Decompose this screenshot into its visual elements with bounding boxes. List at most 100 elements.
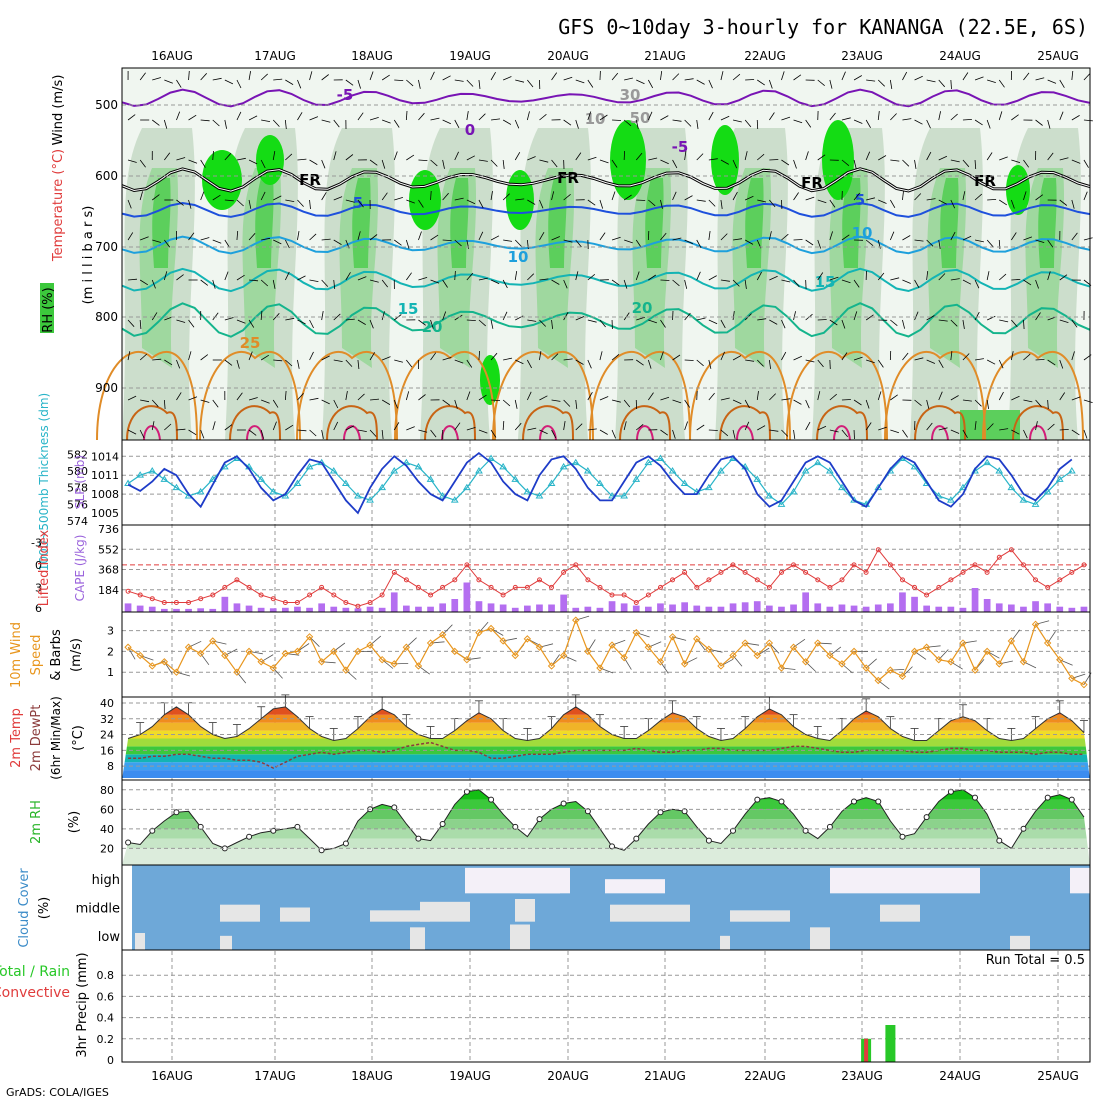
wind-barb [418,319,426,326]
wind-barb [793,399,802,405]
wind-speed-point [741,639,749,647]
top-date-label: 24AUG [939,49,981,63]
wind-barb [260,310,263,321]
rh-point [609,843,615,850]
slp-tick: 1014 [91,450,119,463]
contour-35 [143,425,161,441]
wind-barb [333,399,339,409]
li-point [1081,562,1087,568]
wind-barb [732,355,742,361]
wind-barb [829,429,839,433]
wind-barb [127,199,132,209]
wind-barb [478,113,486,121]
li-point [706,577,712,583]
wind-barb [720,233,728,241]
thickness-point [644,458,653,466]
rh-shade [548,178,567,268]
rh-band [122,819,1090,829]
wind-speed-point [245,647,253,656]
wind-barb [248,233,256,241]
pressure-tick: 600 [95,169,118,183]
wind-barb [986,239,994,248]
wind-barb [1083,237,1093,241]
wind-barb [950,395,959,401]
contour-label: 20 [422,318,443,336]
wind-barb [527,156,536,161]
wind-barb [164,79,173,84]
wind-barb [1059,392,1066,401]
wind-barb [188,199,192,209]
wind-barb [672,73,680,81]
contour-30 [719,405,771,441]
wind-barb [853,159,857,169]
wind-barb [950,79,952,90]
wind-barb [393,399,398,409]
wind-barb [660,199,663,209]
wind-speed-point [729,651,737,660]
wind-barb [684,399,691,408]
rh-point [125,839,132,846]
wind-barb [866,359,875,364]
cape-bar [366,606,374,612]
wind-barb [660,279,670,281]
li-point [452,577,458,583]
wind-barb [357,429,367,432]
rh-point [463,788,470,795]
wind-barb [188,232,195,241]
cape-bar [705,606,713,612]
rh-point [633,835,640,842]
wind-speed-point [874,676,882,685]
cape-bar [753,601,761,612]
cape-bar [911,596,918,612]
wind-barb [321,355,330,361]
li-point [222,584,228,590]
wind-barb [744,421,750,431]
cape-bar [475,601,483,612]
contour-30 [1012,405,1064,441]
wind-speed-point [342,666,350,674]
contour-label: 50 [630,109,651,127]
wind-barb [212,239,222,244]
wind-barb [902,191,904,201]
wind-barb [1059,79,1065,88]
wind-barb [672,399,682,404]
wind-barb [551,191,555,201]
wind-barb [853,399,862,406]
top-date-label: 18AUG [351,49,393,63]
wind-barb [987,79,996,83]
rh-shade [940,178,959,268]
wind-barb [914,119,923,125]
thickness-point [789,487,798,495]
li-point [210,592,216,598]
cloud-patch [135,933,145,950]
wind-barb [490,71,496,81]
wind-barb [587,319,597,323]
cape-bar [451,599,459,612]
cape-bar [306,607,313,612]
rh-point [536,816,543,823]
wind-barb [950,429,960,434]
precip-panel: 0.8 0.6 0.4 0.2 0 Run Total = 0.5 Total / Rain… [0,949,1091,1067]
wind-barb [503,357,513,361]
wind-barb [841,352,848,361]
wind-barb [188,396,198,401]
cloud-patch [420,901,470,922]
contour-label: 10 [852,224,873,242]
wind-speed-point [995,660,1003,668]
wind-barb [1059,111,1064,121]
wind-barb [853,192,861,201]
wind-barb [647,111,653,121]
wind-barb [442,192,449,201]
li-point [440,584,446,590]
wind-barb [321,238,331,241]
wind-barb [345,79,354,86]
rh-point [294,823,301,830]
wind-barb [660,232,667,241]
wind-barb [829,112,836,121]
wind-barb [224,239,230,248]
wind-barb [1071,351,1075,361]
wind-barb [176,319,186,323]
wind-barb [176,274,184,281]
wind-barb [212,312,219,321]
thickness-point [680,479,689,486]
